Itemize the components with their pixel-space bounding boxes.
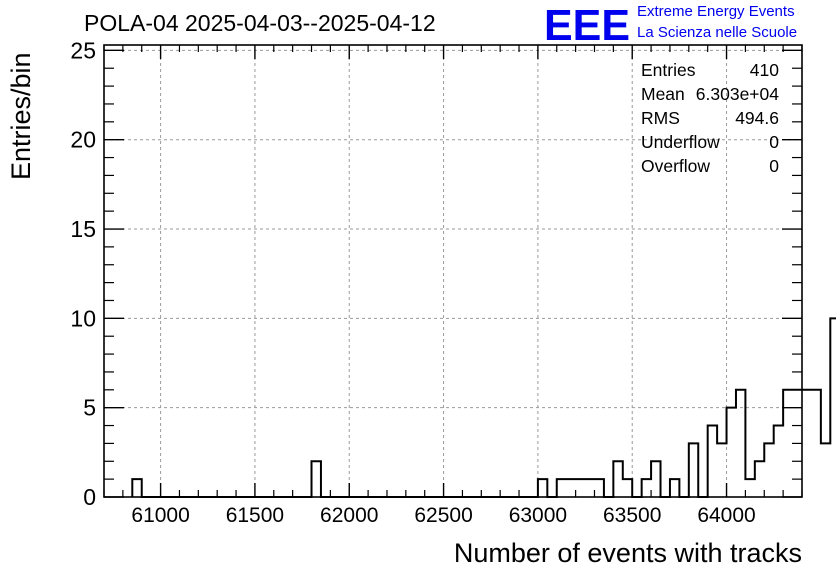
x-tick-label: 62500 [414,504,472,527]
axis-tick-labels: 61000 61500 62000 62500 63000 63500 64000 0 5 10 1… [70,37,755,527]
stats-row-overflow: Overflow 0 [641,156,779,180]
y-axis-label: Entries/bin [6,52,36,180]
x-tick-label: 63000 [509,504,567,527]
stats-mean-value: 6.303e+04 [695,84,779,104]
chart-title: POLA-04 2025-04-03--2025-04-12 [84,10,436,36]
stats-underflow-value: 0 [769,132,779,152]
stats-mean-label: Mean [641,84,685,104]
stats-underflow-label: Underflow [641,132,720,152]
stats-entries-value: 410 [749,60,779,80]
plot-frame [103,44,803,498]
stats-row-mean: Mean 6.303e+04 [641,84,779,108]
stats-rms-label: RMS [641,108,680,128]
y-tick-label: 15 [70,216,96,242]
stats-box: Entries 410 Mean 6.303e+04 RMS 494.6 Und… [641,60,779,180]
logo-line-1: Extreme Energy Events [637,3,795,20]
y-tick-label: 10 [70,305,96,331]
x-tick-label: 61000 [131,504,189,527]
stats-row-rms: RMS 494.6 [641,108,779,132]
y-tick-label: 5 [83,395,96,421]
y-tick-label: 0 [83,484,96,510]
stats-overflow-value: 0 [769,156,779,176]
stats-row-underflow: Underflow 0 [641,132,779,156]
x-axis-label: Number of events with tracks [453,538,802,568]
stats-entries-label: Entries [641,60,696,80]
eee-logo-mark: EEE [544,4,630,44]
axis-ticks [103,45,803,498]
grid-lines [104,45,802,497]
x-tick-label: 61500 [226,504,284,527]
stats-rms-value: 494.6 [735,108,779,128]
eee-logo-icon: EEE [544,4,630,44]
logo-line-2: La Scienza nelle Scuole [637,24,798,41]
stats-row-entries: Entries 410 [641,60,779,84]
x-tick-label: 62000 [320,504,378,527]
y-tick-label: 20 [70,127,96,153]
y-tick-label: 25 [70,37,96,63]
x-tick-label: 63500 [603,504,661,527]
stats-overflow-label: Overflow [641,156,711,176]
x-tick-label: 64000 [697,504,755,527]
